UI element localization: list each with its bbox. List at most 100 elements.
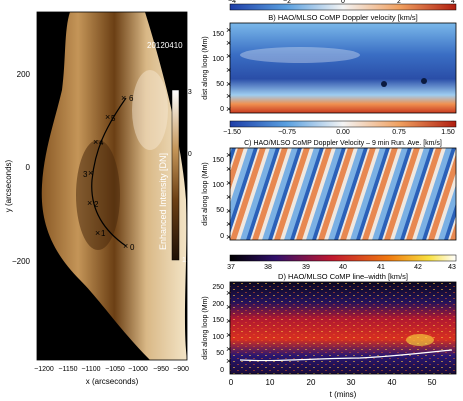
marker-cross-3: ×	[88, 168, 93, 178]
loop-path	[91, 97, 127, 247]
panel-b-crosses: × × × × × × ×	[226, 25, 231, 114]
y-tick-200: 200	[17, 70, 31, 79]
marker-label-4: 4	[99, 138, 104, 147]
b-cbar-tick-0: −4	[228, 0, 236, 5]
d-ytick-100: 100	[212, 334, 224, 341]
d-cross-1: ×	[226, 302, 231, 312]
b-cbar-tick-1: −2	[283, 0, 291, 5]
panel-d-frame	[229, 281, 457, 375]
b-cbar-tick-2: 0	[341, 0, 345, 5]
d-xtick-40: 40	[388, 378, 397, 387]
c-cbar-tick-3: 0.75	[392, 129, 406, 136]
b-ytick-150: 150	[212, 31, 224, 38]
c-cross-1: ×	[226, 164, 231, 174]
marker-cross-2: ×	[87, 198, 92, 208]
c-ytick-0: 0	[220, 233, 224, 240]
d-cbar-tick-2: 39	[302, 264, 310, 271]
x-tick-1000: −1000	[128, 366, 148, 373]
panel-c-image	[230, 148, 456, 240]
x-tick-1200: −1200	[34, 366, 54, 373]
d-xlabel: t (mins)	[330, 390, 357, 399]
d-ytick-250: 250	[212, 284, 224, 291]
d-cbar-tick-1: 38	[264, 264, 272, 271]
panel-c-title: C) HAO/MLSO CoMP Doppler Velocity – 9 mi…	[244, 140, 442, 147]
c-cbar-tick-0: −1.50	[223, 129, 241, 136]
b-cross-4: ×	[226, 79, 231, 89]
d-ylabel: dist along loop (Mm)	[202, 296, 209, 359]
panel-b-dark-spot-1	[381, 81, 387, 87]
left-x-ticks: −1200 −1150 −1100 −1050 −1000 −950 −900	[34, 366, 189, 373]
c-cbar-tick-1: −0.75	[278, 129, 296, 136]
c-cross-0: ×	[226, 150, 231, 160]
d-cbar-tick-6: 43	[448, 264, 456, 271]
d-cross-0: ×	[226, 288, 231, 298]
marker-label-0: 0	[130, 243, 135, 252]
left-x-label: x (arcseconds)	[86, 377, 139, 386]
b-ytick-100: 100	[212, 56, 224, 63]
panel-b-light-band	[240, 47, 360, 63]
b-cross-6: ×	[226, 104, 231, 114]
d-ytick-200: 200	[212, 301, 224, 308]
panel-d-crosses: × × × × × ×	[226, 288, 231, 366]
d-xtick-50: 50	[428, 378, 437, 387]
panel-c: −1.50 −0.75 0.00 0.75 1.50 C) HAO/MLSO C…	[202, 120, 457, 242]
c-ytick-50: 50	[216, 207, 224, 214]
b-ytick-0: 0	[220, 106, 224, 113]
c-cross-3: ×	[226, 192, 231, 202]
panel-b-dark-spot-2	[421, 78, 427, 84]
d-cbar-tick-3: 40	[339, 264, 347, 271]
marker-cross-1: ×	[95, 228, 100, 238]
x-tick-1150: −1150	[58, 366, 77, 373]
d-xtick-0: 0	[229, 378, 234, 387]
c-ytick-150: 150	[212, 157, 224, 164]
panel-d: 37 38 39 40 41 42 43 D) HAO/MLSO CoMP li…	[202, 254, 457, 399]
b-cross-3: ×	[226, 65, 231, 75]
b-cross-2: ×	[226, 51, 231, 61]
panel-b-cbar-ticks: −4 −2 0 2 4	[228, 0, 455, 5]
intensity-colorbar	[171, 89, 180, 261]
y-tick-0: 0	[26, 163, 31, 172]
c-ytick-100: 100	[212, 182, 224, 189]
loop-markers: × × × × × × × 0 1 2 3 4 5 6	[83, 93, 135, 252]
x-tick-950: −950	[153, 366, 169, 373]
d-xtick-30: 30	[347, 378, 356, 387]
panel-c-crosses: × × × × × × ×	[226, 150, 231, 242]
panel-d-title: D) HAO/MLSO CoMP line–width [km/s]	[278, 272, 408, 281]
panel-b: −4 −2 0 2 4 B) HAO/MLSO CoMP Doppler vel…	[202, 0, 457, 114]
x-tick-1050: −1050	[105, 366, 125, 373]
panel-b-frame	[229, 22, 457, 114]
colorbar-label: Enhanced Intensity [DN]	[158, 153, 168, 250]
d-ytick-150: 150	[212, 317, 224, 324]
c-cross-4: ×	[226, 206, 231, 216]
panel-b-title: B) HAO/MLSO CoMP Doppler velocity [km/s]	[268, 13, 417, 22]
marker-cross-0: ×	[123, 241, 128, 251]
marker-label-3: 3	[83, 170, 88, 179]
b-ylabel: dist along loop (Mm)	[202, 36, 209, 99]
panel-c-colorbar	[229, 120, 457, 128]
panel-d-white-trace	[239, 349, 453, 362]
panel-b-image	[230, 23, 456, 113]
c-cbar-tick-2: 0.00	[336, 129, 350, 136]
d-cross-4: ×	[226, 344, 231, 354]
dark-core-region	[76, 140, 120, 250]
c-cross-5: ×	[226, 219, 231, 229]
y-tick-neg200: −200	[12, 257, 31, 266]
d-cbar-tick-0: 37	[227, 264, 235, 271]
b-cross-5: ×	[226, 91, 231, 101]
marker-label-2: 2	[94, 200, 99, 209]
d-cross-5: ×	[226, 356, 231, 366]
panel-d-colorbar	[229, 254, 457, 262]
b-cbar-tick-4: 4	[451, 0, 455, 5]
panel-d-x-ticks: 0 10 20 30 40 50	[229, 378, 437, 387]
intensity-image-panel: × × × × × × × 0 1 2 3 4 5 6 20120410 2.3…	[4, 11, 192, 386]
panel-d-cbar-ticks: 37 38 39 40 41 42 43	[227, 264, 456, 271]
d-cross-2: ×	[226, 316, 231, 326]
marker-label-1: 1	[101, 229, 106, 238]
marker-cross-6: ×	[121, 93, 126, 103]
b-ytick-50: 50	[216, 81, 224, 88]
marker-label-5: 5	[111, 114, 116, 123]
d-xtick-10: 10	[266, 378, 275, 387]
panel-c-frame	[229, 147, 457, 241]
left-axes-frame	[36, 11, 188, 361]
